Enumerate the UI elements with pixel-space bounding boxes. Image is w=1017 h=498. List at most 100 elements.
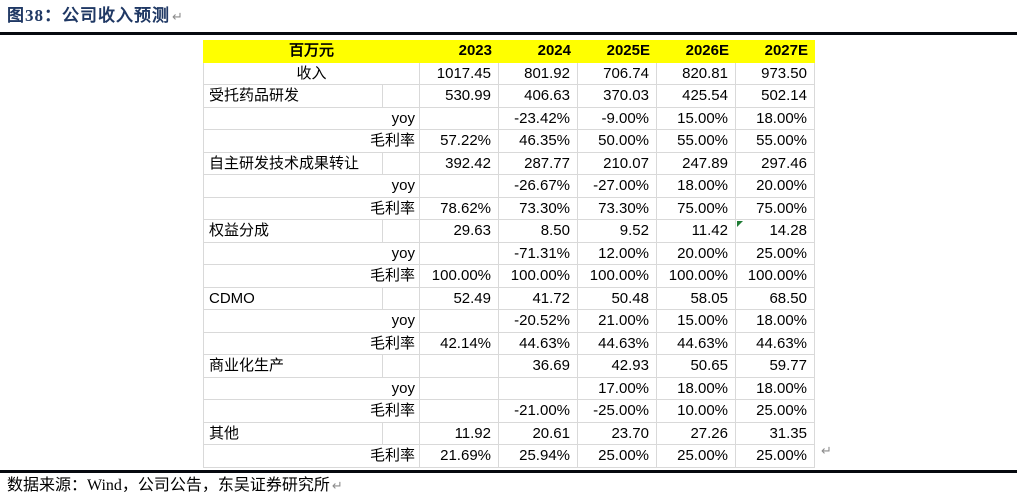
value-cell: 44.63%	[657, 332, 736, 355]
value-cell: 9.52	[578, 220, 657, 243]
value-cell: -9.00%	[578, 107, 657, 130]
top-divider-rule	[0, 32, 1017, 35]
table-row: 毛利率 100.00% 100.00% 100.00% 100.00% 100.00%	[203, 265, 815, 288]
table-row: 其他 11.92 20.61 23.70 27.26 31.35	[203, 422, 815, 445]
paragraph-return-icon: ↵	[172, 10, 184, 25]
value-cell: 25.00%	[578, 445, 657, 468]
value-cell: -20.52%	[499, 310, 578, 333]
value-cell: 15.00%	[657, 310, 736, 333]
table-row: 收入 1017.45 801.92 706.74 820.81 973.50	[203, 62, 815, 85]
table-row: 毛利率 42.14% 44.63% 44.63% 44.63% 44.63%	[203, 332, 815, 355]
year-header-cell: 2027E	[764, 42, 808, 59]
year-header-cell: 2026E	[685, 42, 729, 59]
value-cell: 1017.45	[420, 62, 499, 85]
value-cell: -27.00%	[578, 175, 657, 198]
value-cell: 44.63%	[499, 332, 578, 355]
value-cell: 36.69	[499, 355, 578, 378]
value-cell: 10.00%	[657, 400, 736, 423]
value-cell: 27.26	[657, 422, 736, 445]
value-cell: 44.63%	[578, 332, 657, 355]
value-cell: 55.00%	[736, 130, 815, 153]
value-cell: 31.35	[736, 422, 815, 445]
value-cell: 75.00%	[657, 197, 736, 220]
table-row: 毛利率 78.62% 73.30% 73.30% 75.00% 75.00%	[203, 197, 815, 220]
value-cell	[420, 377, 499, 400]
data-source-line: 数据来源：Wind，公司公告，东吴证券研究所 ↵	[7, 476, 343, 497]
year-header-cell: 2024	[537, 42, 571, 59]
figure-title-text: 图38：公司收入预测	[7, 6, 170, 25]
value-cell: 29.63	[420, 220, 499, 243]
row-label-cell: 毛利率	[203, 445, 420, 468]
row-label-cell: 商业化生产	[203, 355, 420, 378]
row-label-cell: 毛利率	[203, 332, 420, 355]
value-cell: 17.00%	[578, 377, 657, 400]
value-cell: 18.00%	[657, 377, 736, 400]
value-cell	[420, 242, 499, 265]
value-cell: 18.00%	[736, 107, 815, 130]
table-row: yoy -26.67% -27.00% 18.00% 20.00%	[203, 175, 815, 198]
row-label-cell: 毛利率	[203, 400, 420, 423]
row-label-cell: 毛利率	[203, 197, 420, 220]
value-cell	[499, 377, 578, 400]
value-cell	[420, 175, 499, 198]
value-cell: 78.62%	[420, 197, 499, 220]
value-cell: -26.67%	[499, 175, 578, 198]
value-cell: 297.46	[736, 152, 815, 175]
value-cell: 530.99	[420, 85, 499, 108]
value-cell: 55.00%	[657, 130, 736, 153]
table-row: 自主研发技术成果转让 392.42 287.77 210.07 247.89 297.46	[203, 152, 815, 175]
value-cell: 210.07	[578, 152, 657, 175]
paragraph-return-icon: ↵	[821, 444, 832, 459]
row-label-cell: yoy	[203, 310, 420, 333]
revenue-forecast-table: 百万元 2023 2024 2025E 2026E 2027E 收入 1017.45 801.9…	[203, 40, 815, 468]
value-cell: -25.00%	[578, 400, 657, 423]
table-row: 毛利率 21.69% 25.94% 25.00% 25.00% 25.00%	[203, 445, 815, 468]
table-row: yoy -20.52% 21.00% 15.00% 18.00%	[203, 310, 815, 333]
table-header-row: 百万元 2023 2024 2025E 2026E 2027E	[203, 40, 815, 63]
value-cell: 25.94%	[499, 445, 578, 468]
value-cell: 58.05	[657, 287, 736, 310]
row-label-cell: yoy	[203, 175, 420, 198]
row-label-cell: yoy	[203, 242, 420, 265]
table-row: CDMO 52.49 41.72 50.48 58.05 68.50	[203, 287, 815, 310]
value-cell: 18.00%	[736, 377, 815, 400]
value-cell: 46.35%	[499, 130, 578, 153]
value-cell: 392.42	[420, 152, 499, 175]
value-cell: 25.00%	[657, 445, 736, 468]
data-source-text: 数据来源：Wind，公司公告，东吴证券研究所	[7, 477, 330, 494]
value-cell: 18.00%	[736, 310, 815, 333]
figure-title: 图38：公司收入预测 ↵	[7, 3, 184, 31]
table-row: 受托药品研发 530.99 406.63 370.03 425.54 502.14	[203, 85, 815, 108]
paragraph-return-icon: ↵	[331, 479, 343, 494]
value-cell: -23.42%	[499, 107, 578, 130]
value-cell: 11.42	[657, 220, 736, 243]
row-label-cell: 受托药品研发	[203, 85, 420, 108]
value-cell: 973.50	[736, 62, 815, 85]
row-label-cell: 自主研发技术成果转让	[203, 152, 420, 175]
value-cell: 18.00%	[657, 175, 736, 198]
value-cell: 57.22%	[420, 130, 499, 153]
value-cell: 50.00%	[578, 130, 657, 153]
value-cell: 406.63	[499, 85, 578, 108]
table-row: yoy -23.42% -9.00% 15.00% 18.00%	[203, 107, 815, 130]
table-row: 权益分成 29.63 8.50 9.52 11.42 14.28	[203, 220, 815, 243]
bottom-divider-rule	[0, 470, 1017, 473]
value-cell: 42.14%	[420, 332, 499, 355]
value-cell: 20.61	[499, 422, 578, 445]
value-cell: 100.00%	[499, 265, 578, 288]
value-cell	[420, 310, 499, 333]
value-cell: 25.00%	[736, 242, 815, 265]
value-cell: 42.93	[578, 355, 657, 378]
year-header-cell: 2025E	[606, 42, 650, 59]
value-cell: 25.00%	[736, 400, 815, 423]
value-cell: 502.14	[736, 85, 815, 108]
value-cell: 23.70	[578, 422, 657, 445]
row-label-cell: CDMO	[203, 287, 420, 310]
value-cell: 59.77	[736, 355, 815, 378]
value-cell: 52.49	[420, 287, 499, 310]
value-cell: 8.50	[499, 220, 578, 243]
value-cell: 73.30%	[499, 197, 578, 220]
table-row: 毛利率 -21.00% -25.00% 10.00% 25.00%	[203, 400, 815, 423]
value-cell: -21.00%	[499, 400, 578, 423]
value-cell: 68.50	[736, 287, 815, 310]
